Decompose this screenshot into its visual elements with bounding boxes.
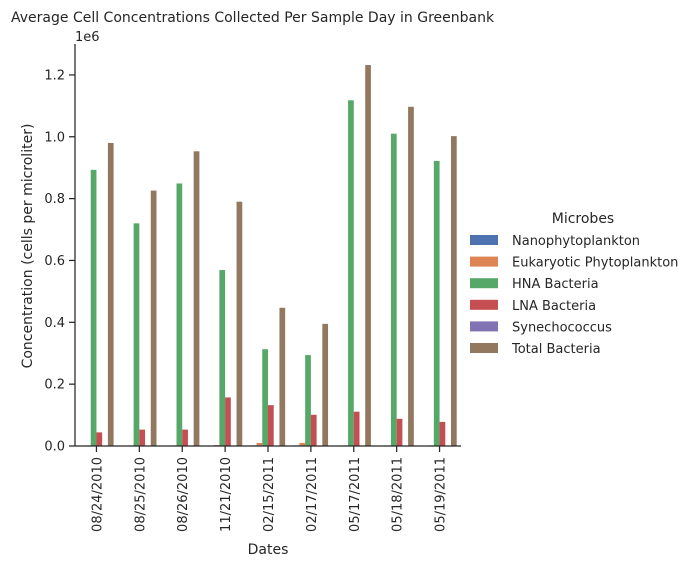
x-tick-label: 08/25/2010 bbox=[133, 457, 148, 532]
legend-item-label: Total Bacteria bbox=[511, 342, 601, 357]
y-tick-label: 1.0 bbox=[44, 130, 65, 145]
legend: Microbes Nanophytoplankton Eukaryotic Phyt… bbox=[470, 211, 678, 357]
bar-total-bacteria-6 bbox=[365, 65, 371, 446]
bar-hna-bacteria-2 bbox=[176, 183, 183, 446]
bar-hna-bacteria-6 bbox=[348, 100, 354, 446]
x-tick-label: 02/17/2011 bbox=[305, 457, 320, 532]
legend-item-label: LNA Bacteria bbox=[512, 299, 596, 314]
legend-item-label: Synechococcus bbox=[512, 320, 612, 335]
bar-total-bacteria-1 bbox=[150, 190, 157, 446]
x-tick-label: 05/17/2011 bbox=[348, 457, 363, 532]
legend-swatch bbox=[470, 321, 498, 332]
bar-lna-bacteria-3 bbox=[225, 397, 231, 446]
bar-total-bacteria-0 bbox=[107, 142, 114, 446]
y-axis-offset-label: 1e6 bbox=[75, 30, 100, 45]
legend-swatch bbox=[470, 343, 498, 353]
axes-group: 0.0 0.2 0.4 0.6 0.8 1.0 1.2 08/24/2010 08/25/201… bbox=[44, 44, 461, 532]
bar-eukaryotic-phytoplankton-4 bbox=[256, 442, 263, 446]
bar-hna-bacteria-4 bbox=[262, 349, 268, 446]
legend-swatch bbox=[470, 299, 498, 310]
legend-item-label: Nanophytoplankton bbox=[512, 234, 640, 249]
legend-swatch bbox=[470, 235, 498, 245]
y-axis-label: Concentration (cells per microliter) bbox=[20, 124, 36, 369]
bar-lna-bacteria-7 bbox=[396, 418, 403, 446]
bar-total-bacteria-2 bbox=[193, 151, 200, 447]
bar-lna-bacteria-2 bbox=[182, 429, 188, 446]
bar-hna-bacteria-3 bbox=[219, 270, 226, 446]
bar-lna-bacteria-5 bbox=[310, 414, 317, 446]
legend-item-label: HNA Bacteria bbox=[512, 277, 599, 292]
bar-lna-bacteria-0 bbox=[96, 432, 103, 446]
x-tick-label: 08/26/2010 bbox=[176, 457, 191, 532]
bars-group bbox=[79, 65, 457, 447]
bar-lna-bacteria-8 bbox=[439, 421, 446, 446]
bar-total-bacteria-7 bbox=[408, 106, 414, 447]
bar-hna-bacteria-8 bbox=[433, 160, 440, 446]
bar-hna-bacteria-7 bbox=[390, 133, 397, 446]
chart-title: Average Cell Concentrations Collected Pe… bbox=[11, 10, 495, 26]
bar-total-bacteria-8 bbox=[450, 136, 457, 446]
y-tick-label: 0.8 bbox=[44, 192, 65, 207]
legend-item-label: Eukaryotic Phytoplankton bbox=[512, 256, 678, 271]
y-tick-label: 0.4 bbox=[44, 316, 65, 331]
y-tick-label: 0.6 bbox=[44, 254, 65, 269]
x-tick-label: 08/24/2010 bbox=[90, 457, 105, 532]
x-tick-label: 05/18/2011 bbox=[391, 457, 406, 532]
x-tick-label: 02/15/2011 bbox=[262, 457, 277, 532]
legend-swatch bbox=[470, 278, 498, 289]
bar-total-bacteria-4 bbox=[279, 307, 286, 446]
bar-total-bacteria-3 bbox=[236, 201, 243, 446]
bar-hna-bacteria-1 bbox=[133, 223, 140, 446]
x-axis-label: Dates bbox=[248, 542, 289, 558]
legend-title: Microbes bbox=[552, 211, 614, 227]
y-tick-label: 1.2 bbox=[44, 68, 65, 83]
bar-eukaryotic-phytoplankton-5 bbox=[299, 442, 306, 446]
bar-lna-bacteria-4 bbox=[268, 405, 274, 446]
bar-total-bacteria-5 bbox=[322, 323, 329, 446]
bar-hna-bacteria-5 bbox=[305, 355, 311, 446]
bar-lna-bacteria-6 bbox=[353, 411, 360, 446]
legend-swatch bbox=[470, 256, 498, 267]
x-tick-label: 11/21/2010 bbox=[219, 457, 234, 532]
bar-lna-bacteria-1 bbox=[139, 429, 146, 446]
y-tick-label: 0.0 bbox=[44, 440, 65, 455]
x-tick-label: 05/19/2011 bbox=[434, 457, 449, 532]
bar-hna-bacteria-0 bbox=[90, 169, 97, 447]
y-tick-label: 0.2 bbox=[44, 378, 65, 393]
